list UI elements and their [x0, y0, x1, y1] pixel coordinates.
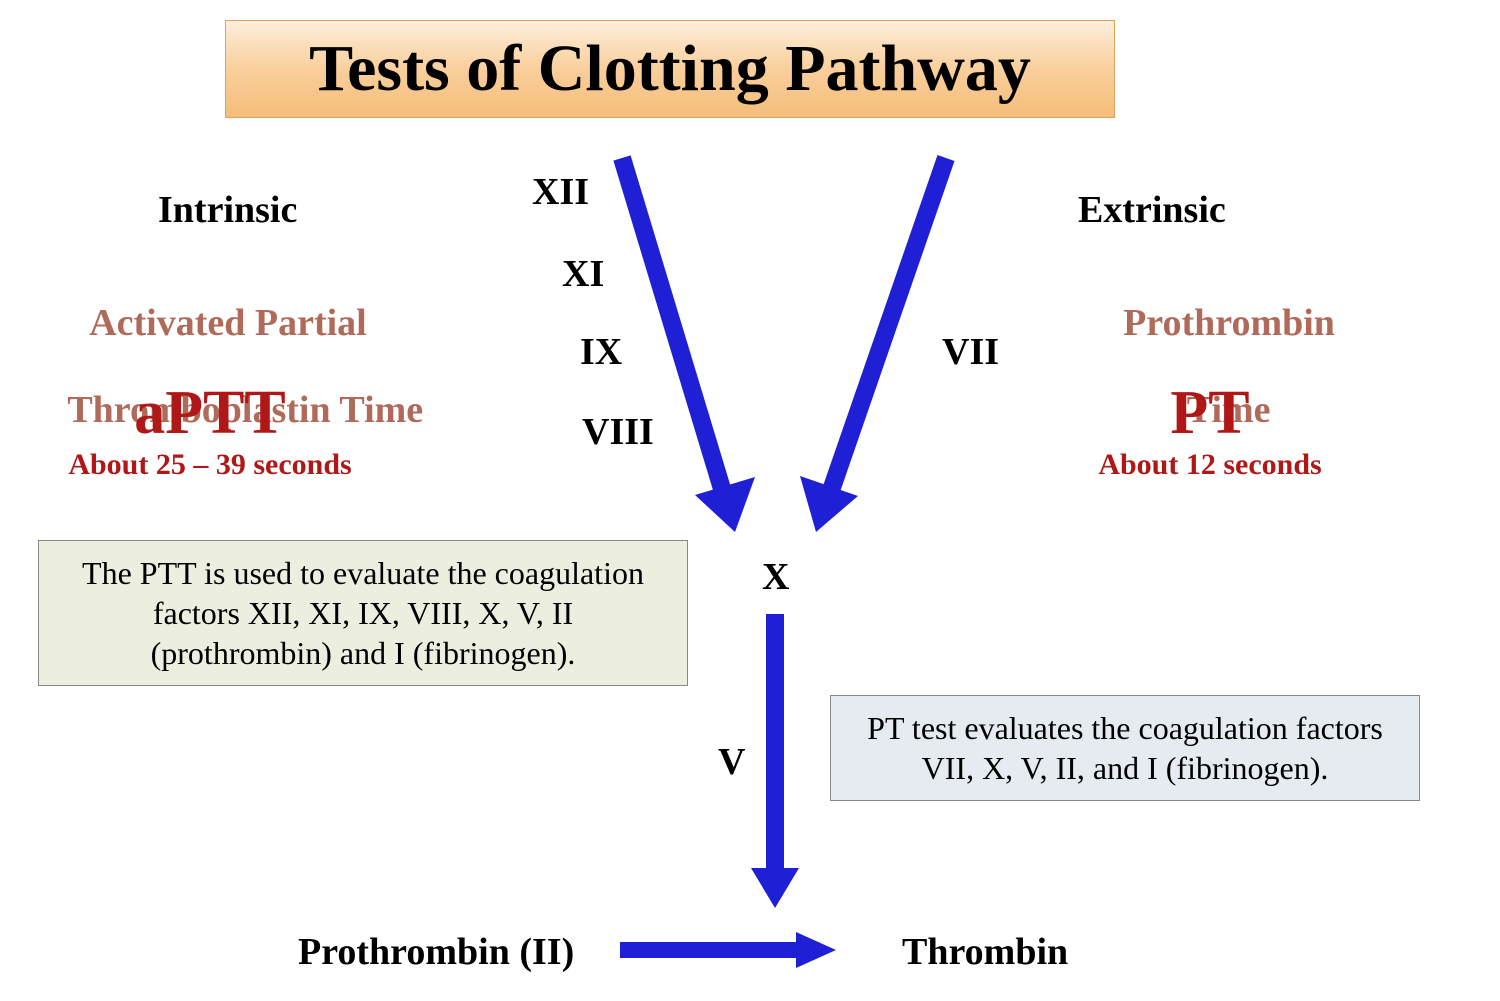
- intrinsic-factor-viii: VIII: [582, 410, 654, 454]
- extrinsic-arrow: [800, 158, 946, 532]
- extrinsic-test-fullname-line1: Prothrombin: [1123, 302, 1335, 344]
- aptt-desc-line3: (prothrombin) and I (fibrinogen).: [151, 635, 576, 671]
- pt-desc-line1: PT test evaluates the coagulation factor…: [867, 710, 1383, 746]
- prothrombin-to-thrombin-arrow: [620, 932, 836, 968]
- aptt-desc-line1: The PTT is used to evaluate the coagulat…: [82, 555, 644, 591]
- pt-desc-line2: VII, X, V, II, and I (fibrinogen).: [922, 750, 1329, 786]
- extrinsic-factor-vii: VII: [942, 330, 999, 374]
- intrinsic-factor-xi: XI: [562, 252, 604, 296]
- extrinsic-pathway-label: Extrinsic: [1078, 188, 1226, 232]
- prothrombin-label: Prothrombin (II): [298, 930, 574, 974]
- common-pathway-arrow: [751, 614, 799, 908]
- diagram-canvas: Tests of Clotting Pathway Intrinsic Acti…: [0, 0, 1500, 1001]
- extrinsic-test-time: About 12 seconds: [1060, 448, 1360, 482]
- common-factor-x: X: [762, 555, 789, 599]
- intrinsic-test-fullname-line1: Activated Partial: [89, 302, 367, 344]
- intrinsic-pathway-label: Intrinsic: [158, 188, 297, 232]
- common-factor-v: V: [718, 740, 745, 784]
- arrows-layer: [0, 0, 1500, 1001]
- aptt-desc-line2: factors XII, XI, IX, VIII, X, V, II: [153, 595, 573, 631]
- intrinsic-test-time: About 25 – 39 seconds: [30, 448, 390, 482]
- intrinsic-arrow: [622, 158, 755, 532]
- extrinsic-test-abbrev: PT: [1060, 378, 1360, 449]
- aptt-description-box: The PTT is used to evaluate the coagulat…: [38, 540, 688, 686]
- intrinsic-test-abbrev: aPTT: [30, 378, 390, 449]
- pt-description-box: PT test evaluates the coagulation factor…: [830, 695, 1420, 801]
- intrinsic-factor-ix: IX: [580, 330, 622, 374]
- thrombin-label: Thrombin: [902, 930, 1068, 974]
- intrinsic-factor-xii: XII: [532, 170, 589, 214]
